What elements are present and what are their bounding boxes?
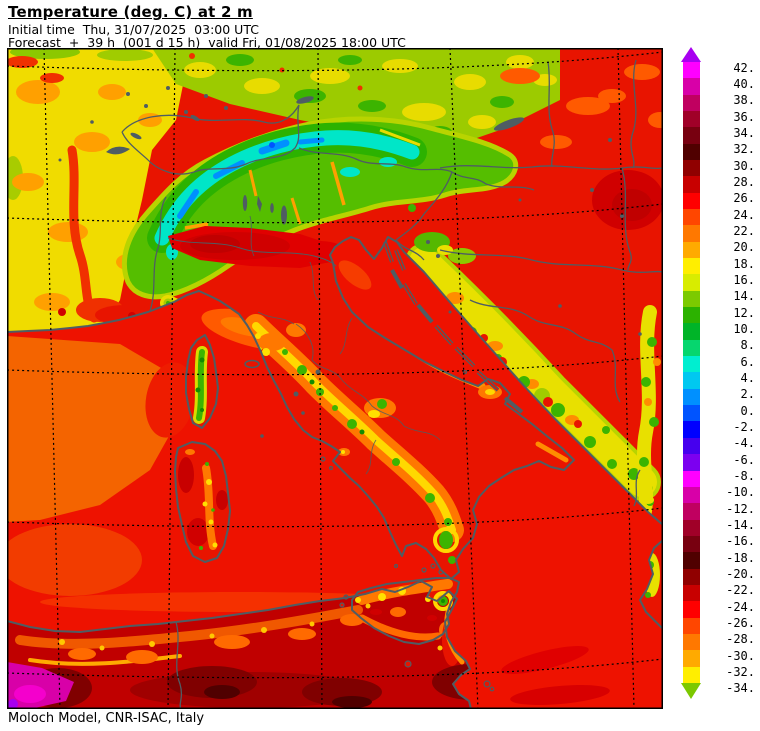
colorbar-segment xyxy=(683,192,700,210)
colorbar-tick-label: 10. xyxy=(733,321,755,336)
colorbar-segment xyxy=(683,307,700,325)
colorbar-segment xyxy=(683,666,700,684)
colorbar-tick-label: -20. xyxy=(726,567,755,582)
colorbar-tick-label: 40. xyxy=(733,76,755,91)
colorbar-tick-label: 38. xyxy=(733,93,755,108)
coastlines xyxy=(6,236,664,710)
colorbar-segment xyxy=(683,258,700,276)
colorbar-tick-label: 2. xyxy=(740,387,755,402)
colorbar-segment xyxy=(683,633,700,651)
colorbar-tick-label: 30. xyxy=(733,158,755,173)
colorbar-segment xyxy=(683,486,700,504)
north-alpine-band xyxy=(152,48,560,150)
small-islands xyxy=(320,241,524,692)
colorbar-tick-label: 14. xyxy=(733,289,755,304)
colorbar-segment xyxy=(683,225,700,243)
page-title: Temperature (deg. C) at 2 m xyxy=(8,3,253,21)
colorbar-tick-label: 26. xyxy=(733,191,755,206)
colorbar-segment xyxy=(683,568,700,586)
temperature-map xyxy=(0,47,664,710)
colorbar-segment xyxy=(683,405,700,423)
colorbar-tick-label: 34. xyxy=(733,125,755,140)
colorbar-segment xyxy=(683,241,700,259)
po-valley xyxy=(168,226,346,268)
colorbar-segment xyxy=(683,127,700,145)
colorbar-tick-label: -18. xyxy=(726,550,755,565)
initial-time-line: Initial time Thu, 31/07/2025 03:00 UTC xyxy=(8,22,259,37)
colorbar-segment xyxy=(683,143,700,161)
colorbar-tick-label: 6. xyxy=(740,354,755,369)
colorbar-segment xyxy=(683,535,700,553)
colorbar-segment xyxy=(683,454,700,472)
forecast-valid-line: Forecast + 39 h (001 d 15 h) valid Fri, … xyxy=(8,35,406,50)
colorbar-tick-label: 42. xyxy=(733,60,755,75)
colorbar-segment xyxy=(683,78,700,96)
lat-lon-grid xyxy=(6,47,664,710)
colorbar-segment xyxy=(683,111,700,128)
colorbar-tick-label: -24. xyxy=(726,599,755,614)
colorbar-tick-label: -12. xyxy=(726,501,755,516)
colorbar-tick-label: 20. xyxy=(733,240,755,255)
colorbar-segment xyxy=(683,94,700,112)
colorbar-segment xyxy=(683,290,700,308)
colorbar-segment xyxy=(683,323,700,341)
colorbar-segment xyxy=(683,176,700,194)
colorbar-tick-label: -28. xyxy=(726,632,755,647)
colorbar-segment xyxy=(683,519,700,537)
pannonian-region xyxy=(500,64,663,230)
country-borders xyxy=(121,59,664,710)
colorbar-tick-label: 8. xyxy=(740,338,755,353)
map-panel xyxy=(0,47,664,710)
map-frame xyxy=(7,48,663,709)
colorbar-tick-label: 32. xyxy=(733,142,755,157)
colorbar-tick-label: -10. xyxy=(726,485,755,500)
colorbar-tick-label: -14. xyxy=(726,518,755,533)
balkan-mountains xyxy=(405,204,661,501)
colorbar-segment xyxy=(683,160,700,177)
colorbar-tick-label: -2. xyxy=(733,419,755,434)
model-credit: Moloch Model, CNR-ISAC, Italy xyxy=(8,711,205,726)
corsica-region xyxy=(193,346,208,424)
sardinia-region xyxy=(178,449,228,550)
colorbar-segment xyxy=(683,274,700,292)
colorbar-segment xyxy=(683,437,700,455)
colorbar-tick-label: -6. xyxy=(733,452,755,467)
colorbar-tick-label: 28. xyxy=(733,174,755,189)
colorbar-tick-label: 18. xyxy=(733,256,755,271)
colorbar-segment xyxy=(683,584,700,602)
colorbar-tick-label: -22. xyxy=(726,583,755,598)
colorbar-segment xyxy=(683,372,700,390)
colorbar-segment xyxy=(683,209,700,226)
colorbar-segment xyxy=(683,503,700,521)
colorbar-tick-label: 24. xyxy=(733,207,755,222)
colorbar-over-arrow xyxy=(681,47,701,62)
colorbar-segment xyxy=(683,356,700,374)
lakes xyxy=(58,86,642,438)
colorbar-tick-label: -8. xyxy=(733,469,755,483)
colorbar-tick-label: -4. xyxy=(733,436,755,451)
colorbar-tick-label: 12. xyxy=(733,305,755,320)
colorbar-segment xyxy=(683,388,700,406)
colorbar-tick-label: 4. xyxy=(740,370,755,385)
colorbar-segment xyxy=(683,470,700,488)
colorbar-segment xyxy=(683,421,700,439)
colorbar-tick-label: -30. xyxy=(726,648,755,663)
colorbar-tick-label: 0. xyxy=(740,403,755,418)
colorbar-segment xyxy=(683,62,700,79)
colorbar-tick-label: -16. xyxy=(726,534,755,549)
colorbar-tick-label: 36. xyxy=(733,109,755,124)
colorbar-tick-label: -34. xyxy=(726,681,755,696)
colorbar-tick-label: 22. xyxy=(733,223,755,238)
colorbar-tick-label: -26. xyxy=(726,616,755,631)
colorbar-segment xyxy=(683,617,700,635)
colorbar-segment xyxy=(683,650,700,668)
colorbar-segment xyxy=(683,552,700,570)
colorbar-tick-label: -32. xyxy=(726,665,755,680)
colorbar-segment xyxy=(683,601,700,619)
colorbar-under-arrow xyxy=(681,682,701,699)
colorbar-segment xyxy=(683,339,700,357)
colorbar: 42. 40. 38. 36. 34. 32. 30. 28. 26. 24. 22. 20. 18. 1… xyxy=(679,47,760,715)
colorbar-tick-label: 16. xyxy=(733,272,755,287)
